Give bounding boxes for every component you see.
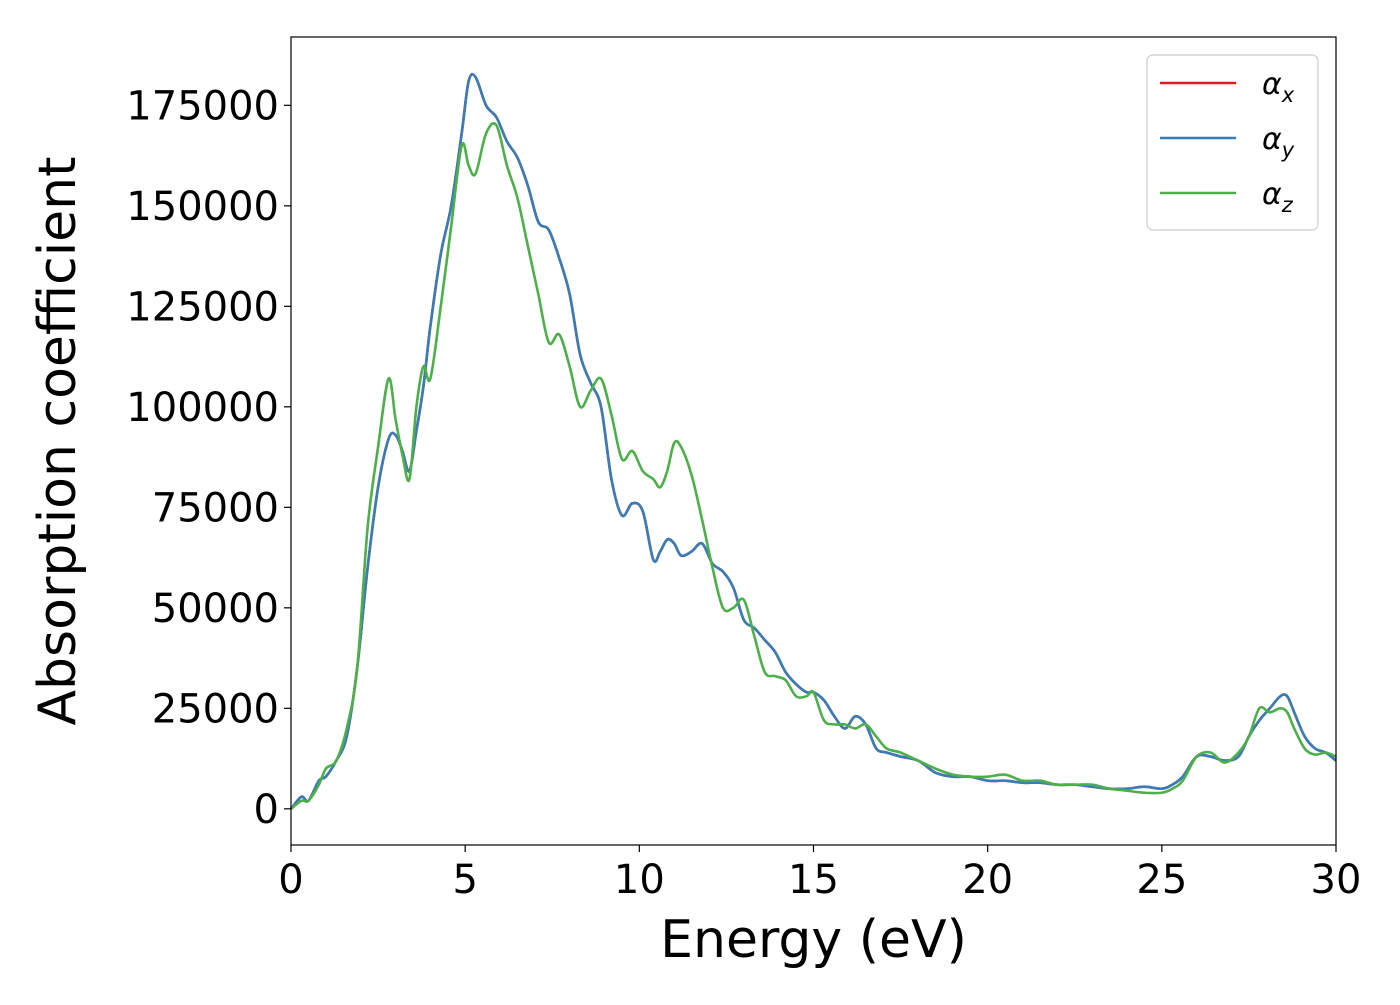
y-tick-label: 75000 xyxy=(152,485,279,531)
legend-label-z: αz xyxy=(1262,177,1294,217)
x-axis-title: Energy (eV) xyxy=(660,910,967,970)
y-tick-label: 150000 xyxy=(126,184,279,230)
y-tick-label: 50000 xyxy=(152,586,279,632)
x-tick-label: 10 xyxy=(614,857,665,903)
y-tick-label: 125000 xyxy=(126,284,279,330)
y-tick-label: 25000 xyxy=(152,686,279,732)
legend-label-y: αy xyxy=(1262,122,1295,162)
legend-box xyxy=(1146,54,1319,231)
series-line-z xyxy=(290,122,1337,810)
y-tick-label: 0 xyxy=(254,787,279,833)
plot-lines xyxy=(289,72,1337,810)
y-axis-title: Absorption coefficient xyxy=(28,156,88,725)
legend: αx αy αz xyxy=(1146,54,1319,231)
series-line-y xyxy=(289,72,1337,810)
y-tick-label: 175000 xyxy=(126,83,279,129)
x-tick-label: 30 xyxy=(1311,857,1362,903)
y-axis-ticks: 0 25000 50000 75000 100000 125000 150000 175000 xyxy=(126,83,291,833)
y-tick-label: 100000 xyxy=(126,385,279,431)
x-tick-label: 5 xyxy=(452,857,477,903)
x-tick-label: 20 xyxy=(962,857,1013,903)
x-tick-label: 0 xyxy=(278,857,303,903)
x-tick-label: 15 xyxy=(788,857,839,903)
x-tick-label: 25 xyxy=(1136,857,1187,903)
x-axis-ticks: 0 5 10 15 20 25 30 xyxy=(278,845,1361,903)
legend-label-x: αx xyxy=(1262,67,1295,107)
